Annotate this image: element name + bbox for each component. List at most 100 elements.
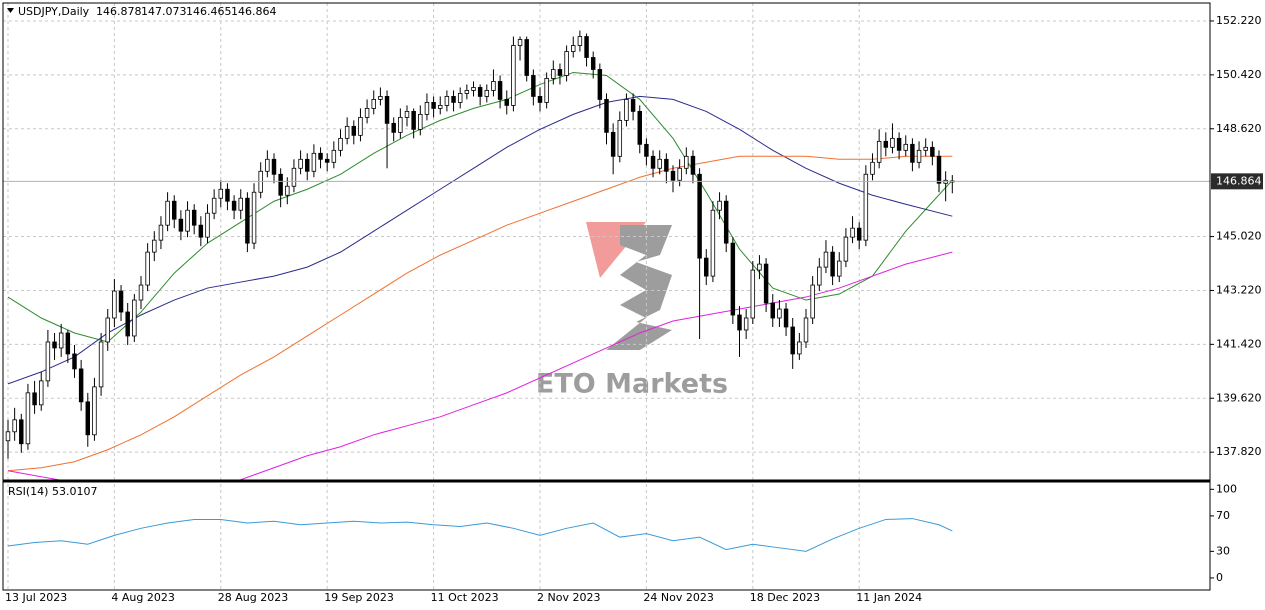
candle-body bbox=[757, 263, 762, 271]
candle-body bbox=[185, 209, 190, 232]
candle-body bbox=[517, 39, 523, 46]
candle-body bbox=[218, 188, 224, 199]
candle-body bbox=[305, 158, 310, 172]
candle-body bbox=[610, 131, 616, 157]
x-tick-label: 2 Nov 2023 bbox=[537, 591, 600, 604]
candle-body bbox=[52, 341, 57, 349]
candle-body bbox=[265, 158, 270, 172]
candle-body bbox=[364, 108, 370, 118]
y-tick-label: 141.420 bbox=[1216, 337, 1262, 350]
candle-body bbox=[684, 155, 689, 169]
candle-body bbox=[617, 119, 623, 157]
candle-body bbox=[597, 69, 603, 100]
x-tick-label: 19 Sep 2023 bbox=[324, 591, 394, 604]
candle-body bbox=[205, 212, 210, 238]
candle-body bbox=[763, 263, 769, 304]
candle-body bbox=[630, 99, 636, 112]
candle-body bbox=[571, 45, 576, 52]
candle-body bbox=[590, 57, 596, 70]
candle-body bbox=[936, 155, 942, 184]
candle-body bbox=[245, 197, 250, 244]
candle-body bbox=[670, 170, 676, 181]
candle-body bbox=[158, 224, 164, 241]
title-arrow bbox=[7, 8, 14, 13]
candle-body bbox=[404, 110, 410, 118]
candle-body bbox=[358, 116, 363, 136]
line-series bbox=[7, 155, 953, 472]
candle-body bbox=[584, 36, 589, 58]
candle-body bbox=[890, 137, 895, 148]
candle-body bbox=[338, 137, 343, 151]
line-series bbox=[7, 71, 953, 343]
candle-body bbox=[371, 99, 376, 109]
candle-body bbox=[58, 332, 64, 349]
frame bbox=[2, 2, 1211, 591]
y-tick-label: 143.220 bbox=[1216, 283, 1262, 296]
candle-body bbox=[378, 96, 383, 100]
candle-body bbox=[211, 197, 217, 214]
candle-body bbox=[903, 143, 908, 151]
candle-body bbox=[810, 284, 815, 319]
candle-body bbox=[424, 102, 430, 115]
candle-body bbox=[497, 81, 503, 100]
candle-body bbox=[384, 96, 390, 124]
candle-body bbox=[152, 239, 157, 253]
candle-body bbox=[477, 87, 483, 97]
candle-body bbox=[39, 380, 44, 406]
candle-body bbox=[45, 341, 51, 382]
candle-body bbox=[863, 173, 869, 241]
last-price-box bbox=[1211, 173, 1263, 190]
candle-body bbox=[856, 227, 862, 241]
candle-body bbox=[777, 308, 782, 319]
candle-body bbox=[770, 302, 775, 319]
candle-body bbox=[723, 200, 729, 244]
candle-body bbox=[344, 125, 350, 139]
candle-body bbox=[876, 140, 882, 163]
y-tick-label: 148.620 bbox=[1216, 122, 1262, 135]
candle-body bbox=[511, 45, 516, 106]
candle-body bbox=[418, 113, 423, 130]
candle-body bbox=[65, 332, 71, 355]
y-tick-label: 150.420 bbox=[1216, 68, 1262, 81]
candle-body bbox=[105, 317, 110, 343]
candle-body bbox=[298, 158, 303, 169]
candle-body bbox=[398, 116, 403, 133]
candle-body bbox=[271, 158, 277, 175]
candle-body bbox=[5, 431, 11, 442]
ohlc-header: 146.878 147.073 146.465 146.864 bbox=[96, 5, 277, 18]
candle-body bbox=[145, 251, 150, 286]
candle-body bbox=[504, 99, 509, 106]
logo-mark bbox=[606, 225, 672, 350]
candle-body bbox=[743, 317, 749, 331]
candle-body bbox=[225, 188, 230, 202]
candle-body bbox=[451, 96, 456, 103]
candle-body bbox=[19, 419, 24, 445]
candle-body bbox=[25, 392, 31, 445]
candle-body bbox=[717, 200, 722, 211]
candle-body bbox=[664, 158, 669, 172]
ohlc-value: 147.073 bbox=[141, 5, 187, 18]
candle-body bbox=[650, 155, 656, 169]
line-series bbox=[7, 518, 953, 552]
candle-body bbox=[843, 236, 849, 262]
watermark-text: ETO Markets bbox=[536, 369, 728, 400]
y-tick-label: 100 bbox=[1216, 482, 1237, 495]
candle-body bbox=[165, 200, 170, 226]
candle-body bbox=[624, 99, 629, 121]
candle-body bbox=[730, 242, 736, 316]
candle-body bbox=[118, 290, 124, 313]
candle-body bbox=[318, 152, 323, 160]
candle-body bbox=[823, 251, 829, 268]
candle-body bbox=[431, 102, 436, 109]
candle-body bbox=[910, 143, 915, 163]
candle-body bbox=[803, 317, 809, 343]
candle-body bbox=[850, 227, 855, 238]
candle-body bbox=[198, 224, 204, 238]
candle-body bbox=[132, 299, 137, 337]
candle-body bbox=[790, 326, 795, 355]
candle-body bbox=[704, 257, 709, 277]
candle-body bbox=[524, 39, 529, 76]
x-tick-label: 18 Dec 2023 bbox=[750, 591, 820, 604]
candle-body bbox=[444, 96, 450, 106]
candle-body bbox=[737, 314, 742, 331]
